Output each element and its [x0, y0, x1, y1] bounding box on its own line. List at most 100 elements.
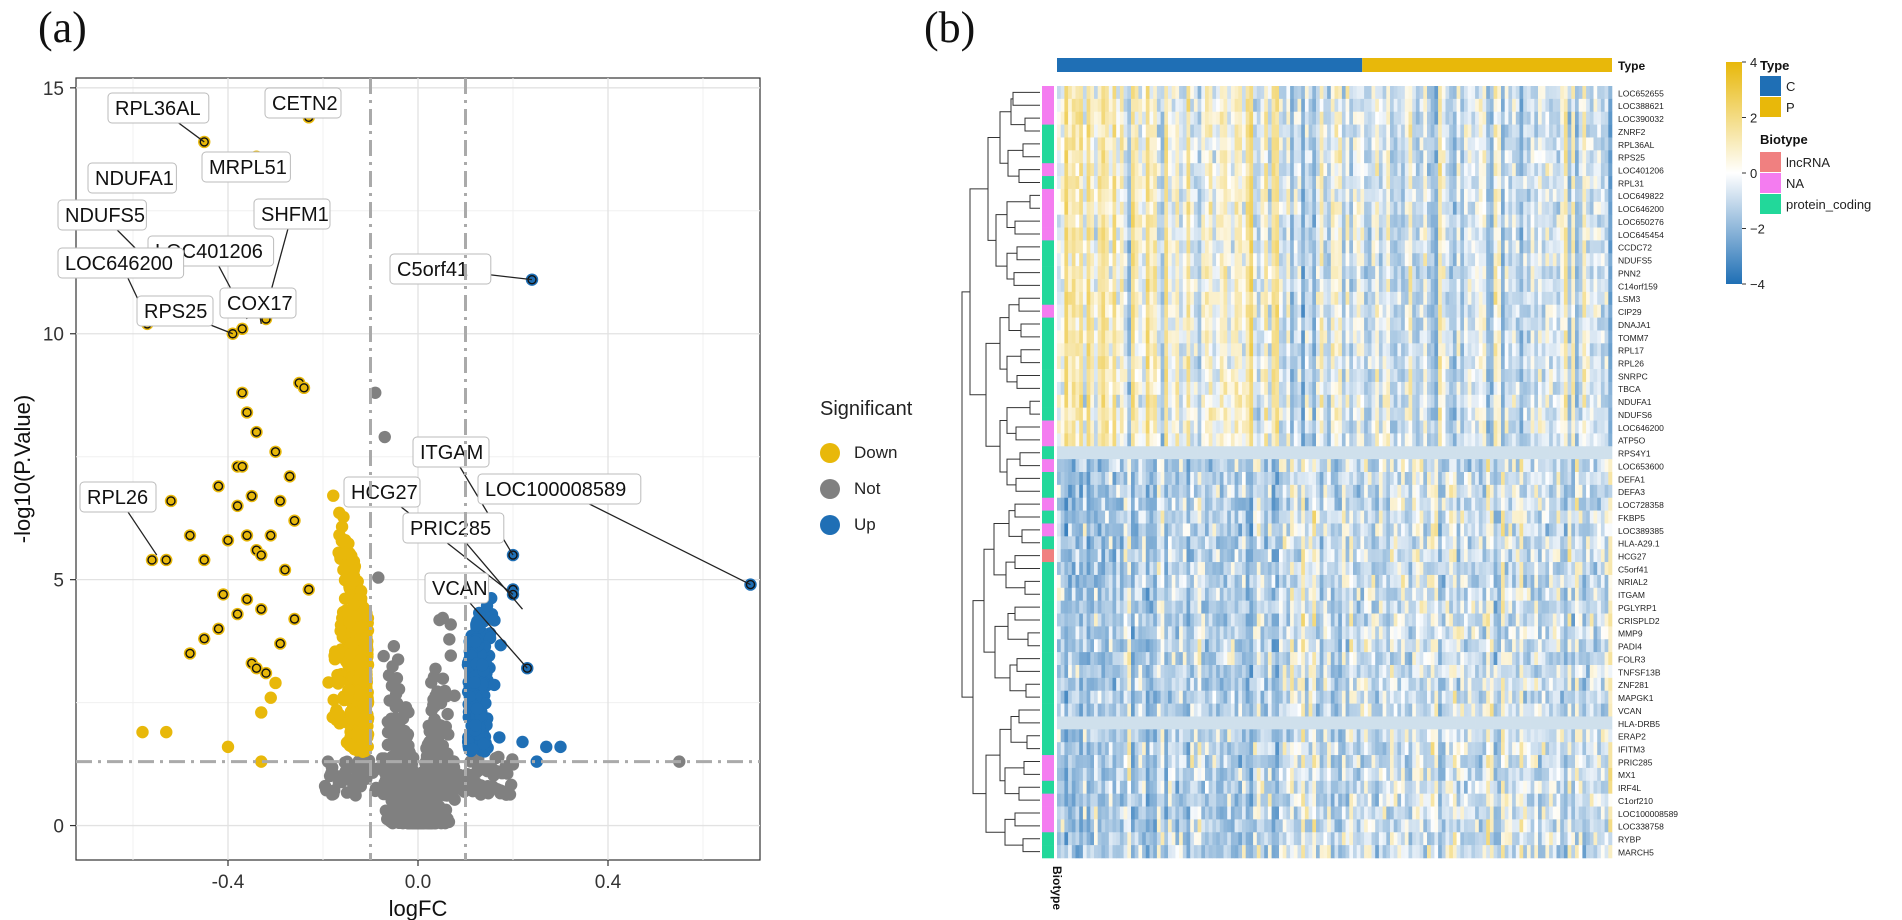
heatmap-cell	[1145, 163, 1150, 177]
heatmap-cell	[1267, 317, 1272, 331]
heatmap-cell	[1360, 317, 1365, 331]
heatmap-cell	[1367, 253, 1372, 267]
heatmap-cell	[1493, 137, 1498, 151]
heatmap-cell	[1538, 124, 1542, 138]
heatmap-cell	[1526, 291, 1531, 306]
heatmap-cell	[1467, 279, 1472, 293]
biotype-cell	[1042, 420, 1054, 434]
heatmap-cell	[1449, 266, 1454, 280]
heatmap-cell	[1149, 279, 1154, 293]
heatmap-cell	[1345, 188, 1350, 203]
heatmap-cell	[1108, 253, 1113, 267]
heatmap-cell	[1534, 266, 1539, 280]
heatmap-cell	[1238, 201, 1243, 215]
heatmap-cell	[1419, 137, 1424, 151]
heatmap-cell	[1234, 253, 1239, 267]
biotype-cell	[1042, 780, 1054, 794]
heatmap-cell	[1341, 111, 1346, 125]
heatmap-cell	[1504, 240, 1509, 254]
heatmap-cell	[1323, 98, 1328, 113]
heatmap-cell	[1108, 330, 1113, 344]
heatmap-cell	[1367, 279, 1372, 293]
heatmap-cell	[1245, 137, 1250, 151]
heatmap-cell	[1375, 240, 1380, 254]
heatmap-cell	[1131, 240, 1135, 254]
heatmap-cell	[1275, 150, 1280, 164]
heatmap-cell	[1563, 201, 1568, 215]
heatmap-cell	[1149, 253, 1154, 267]
heatmap-cell	[1256, 188, 1261, 203]
heatmap-cell	[1227, 279, 1232, 293]
heatmap-cell	[1101, 304, 1106, 318]
heatmap-cell	[1386, 291, 1391, 306]
heatmap-cell	[1438, 227, 1443, 241]
heatmap-cell	[1353, 214, 1357, 228]
heatmap-cell	[1545, 214, 1550, 228]
heatmap-cell	[1478, 279, 1483, 293]
heatmap-cell	[1364, 137, 1369, 151]
heatmap-cell	[1345, 240, 1350, 254]
heatmap-cell	[1182, 240, 1187, 254]
heatmap-cell	[1105, 291, 1110, 306]
heatmap-cell	[1412, 137, 1417, 151]
heatmap-cell	[1345, 214, 1350, 228]
heatmap-cell	[1208, 240, 1213, 254]
heatmap-cell	[1401, 150, 1406, 164]
heatmap-cell	[1471, 176, 1476, 190]
heatmap-cell	[1412, 98, 1417, 113]
heatmap-cell	[1330, 253, 1335, 267]
heatmap-cell	[1138, 304, 1143, 318]
heatmap-cell	[1216, 317, 1221, 331]
heatmap-cell	[1205, 124, 1209, 138]
heatmap-cell	[1119, 176, 1124, 190]
heatmap-cell	[1164, 111, 1169, 125]
heatmap-cell	[1386, 86, 1391, 100]
heatmap-cell	[1256, 240, 1261, 254]
label-box	[264, 87, 342, 119]
heatmap-cell	[1530, 201, 1535, 215]
dendrogram-branch	[1027, 632, 1040, 647]
heatmap-cell	[1393, 214, 1398, 228]
heatmap-cell	[1449, 214, 1454, 228]
heatmap-cell	[1293, 291, 1298, 306]
heatmap-cell	[1223, 214, 1228, 228]
highlight-ring	[522, 663, 532, 673]
data-point	[540, 740, 553, 754]
heatmap-cell	[1334, 330, 1339, 344]
heatmap-cell	[1597, 253, 1602, 267]
biotype-cell	[1042, 150, 1054, 164]
heatmap-cell	[1441, 266, 1446, 280]
gene-label-loc100008589: LOC100008589	[485, 479, 626, 501]
heatmap-cell	[1216, 163, 1221, 177]
heatmap-cell	[1404, 317, 1409, 331]
heatmap-cell	[1534, 240, 1539, 254]
heatmap-cell	[1497, 124, 1502, 138]
highlight-ring	[185, 530, 195, 541]
heatmap-cell	[1427, 86, 1431, 100]
heatmap-cell	[1538, 266, 1542, 280]
heatmap-cell	[1515, 214, 1520, 228]
heatmap-cell	[1071, 201, 1076, 215]
data-point	[403, 770, 417, 784]
heatmap-cell	[1567, 291, 1572, 306]
heatmap-cell	[1090, 86, 1095, 100]
heatmap-cell	[1497, 317, 1502, 331]
dendrogram-branch	[987, 136, 1000, 241]
heatmap-cell	[1330, 279, 1335, 293]
heatmap-cell	[1567, 240, 1572, 254]
heatmap-cell	[1427, 201, 1431, 215]
heatmap-cell	[1341, 266, 1346, 280]
heatmap-cell	[1360, 304, 1365, 318]
heatmap-cell	[1282, 163, 1287, 177]
heatmap-cell	[1438, 317, 1443, 331]
heatmap-cell	[1323, 137, 1328, 151]
heatmap-cell	[1182, 111, 1187, 125]
heatmap-cell	[1105, 266, 1110, 280]
heatmap-cell	[1301, 330, 1306, 344]
heatmap-cell	[1297, 330, 1302, 344]
heatmap-cell	[1156, 188, 1161, 203]
heatmap-cell	[1471, 279, 1476, 293]
heatmap-cell	[1097, 98, 1102, 113]
heatmap-cell	[1501, 266, 1505, 280]
heatmap-cell	[1082, 137, 1087, 151]
